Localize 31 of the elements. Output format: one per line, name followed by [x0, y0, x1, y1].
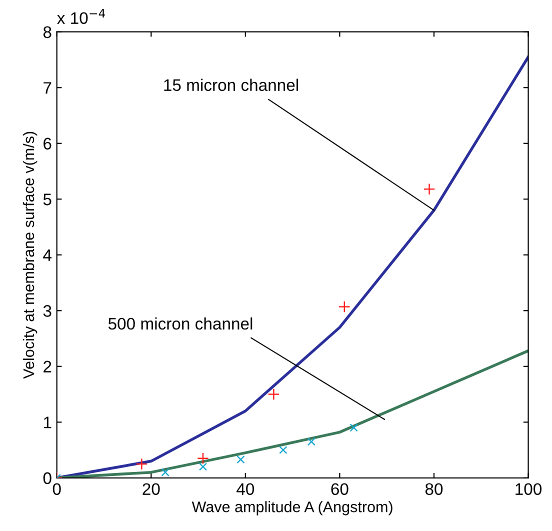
point — [338, 300, 350, 313]
point — [236, 455, 245, 464]
y-axis-title: Velocity at membrane surface v(m/s) — [22, 132, 38, 379]
y-tick-label: 5 — [43, 194, 52, 206]
x-tick-label: 20 — [142, 483, 160, 496]
annotation: 500 micron channel — [108, 317, 252, 330]
point — [196, 452, 209, 464]
point — [136, 458, 148, 470]
point — [279, 446, 288, 454]
point — [198, 462, 208, 471]
point — [350, 424, 358, 432]
text: x 10$^{−4}$ — [57, 8, 106, 24]
point — [423, 183, 436, 196]
y-tick-label: 3 — [43, 305, 52, 317]
x-tick-label: 60 — [331, 483, 348, 496]
x-tick-label: 0 — [52, 483, 61, 496]
y-tick-label: 4 — [43, 249, 52, 261]
x-tick-label: 40 — [236, 483, 254, 496]
annotation: 15 micron channel — [164, 78, 298, 92]
point — [268, 388, 280, 400]
point — [307, 438, 316, 446]
y-tick-label: 7 — [44, 82, 52, 94]
x-tick-label: 100 — [516, 483, 542, 496]
y-tick-label: 1 — [44, 416, 52, 428]
x-tick-label: 80 — [425, 483, 443, 496]
point — [161, 468, 170, 476]
y-tick-label: 6 — [44, 138, 52, 150]
x-axis-title: Wave amplitude A (Angstrom) — [192, 501, 392, 516]
y-tick-label: 2 — [44, 360, 52, 372]
y-tick-label: 0 — [43, 472, 52, 484]
y-tick-label: 8 — [43, 26, 52, 38]
